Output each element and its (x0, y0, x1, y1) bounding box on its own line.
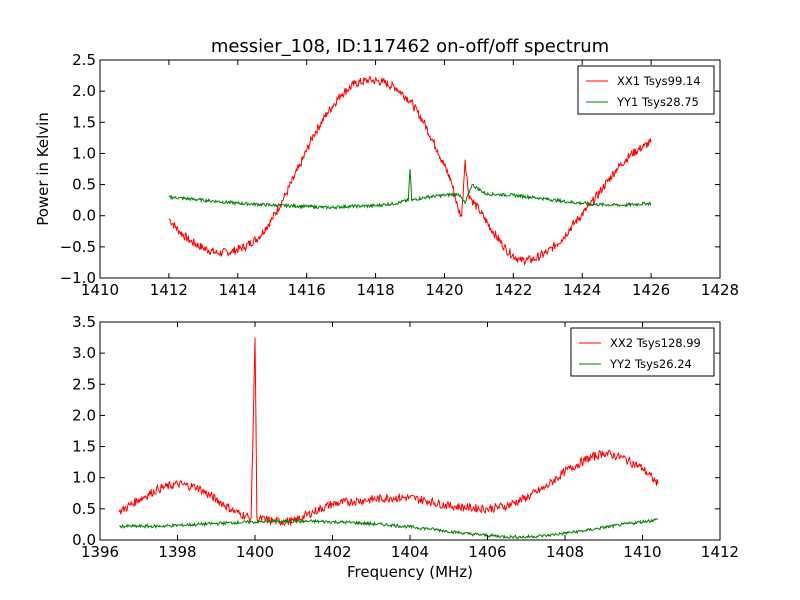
x-tick-label: 1402 (313, 543, 351, 561)
x-tick-label: 1398 (158, 543, 196, 561)
top-chart-marks (168, 75, 652, 266)
legend-box (570, 327, 715, 377)
y-tick-label: 3.5 (72, 313, 96, 331)
bottom-chart-frame (99, 321, 721, 541)
series-line-yy (168, 168, 652, 211)
x-tick-label: 1410 (81, 281, 119, 299)
bottom-chart-ticks: 1396 1398 1400 1402 1404 1406 1408 1410 1412 0.0 0… (72, 313, 739, 561)
x-tick-label: 1412 (701, 543, 739, 561)
x-tick-label: 1422 (494, 281, 532, 299)
y-tick-label: 1.5 (72, 438, 96, 456)
bottom-chart-legend: XX2 Tsys128.99 YY2 Tsys26.24 (570, 327, 715, 377)
legend-box (577, 65, 715, 115)
top-chart-title: messier_108, ID:117462 on-off/off spectr… (211, 36, 609, 57)
y-tick-label: 2.0 (72, 406, 96, 424)
x-tick-label: 1400 (236, 543, 274, 561)
y-tick-label: 1.0 (72, 469, 96, 487)
legend-label: XX2 Tsys128.99 (610, 336, 701, 350)
y-tick-label: 2.5 (72, 375, 96, 393)
legend-label: YY1 Tsys28.75 (616, 95, 699, 109)
x-tick-label: 1406 (468, 543, 506, 561)
y-tick-label: 3.0 (72, 344, 96, 362)
bottom-chart-marks (118, 337, 659, 540)
y-tick-label: 2.0 (72, 82, 96, 100)
top-chart-ticks: 1410 1412 1414 1416 1418 1420 1422 1424 1426 1428… (60, 51, 740, 299)
bottom-chart-x-axis-label: Frequency (MHz) (347, 563, 473, 581)
y-tick-label: 0.5 (72, 176, 96, 194)
x-tick-label: 1420 (425, 281, 463, 299)
series-line-xx (168, 75, 652, 266)
x-tick-label: 1424 (563, 281, 601, 299)
x-tick-label: 1408 (546, 543, 584, 561)
y-tick-label: 0.0 (72, 531, 96, 549)
top-chart: messier_108, ID:117462 on-off/off spectr… (34, 36, 739, 299)
x-tick-label: 1396 (81, 543, 119, 561)
y-tick-label: 0.0 (72, 207, 96, 225)
x-tick-label: 1412 (150, 281, 188, 299)
x-tick-label: 1416 (288, 281, 326, 299)
series-line-xx (118, 337, 659, 527)
bottom-chart: Frequency (MHz) 1396 1398 1400 1402 1404 1406… (72, 313, 739, 581)
y-tick-label: 0.5 (72, 500, 96, 518)
y-tick-label: 1.5 (72, 113, 96, 131)
x-tick-label: 1428 (701, 281, 739, 299)
x-tick-label: 1410 (623, 543, 661, 561)
y-tick-label: 2.5 (72, 51, 96, 69)
x-tick-label: 1414 (219, 281, 257, 299)
top-chart-legend: XX1 Tsys99.14 YY1 Tsys28.75 (577, 65, 715, 115)
legend-label: XX1 Tsys99.14 (617, 74, 701, 88)
y-tick-label: −0.5 (60, 238, 96, 256)
top-chart-y-axis-label: Power in Kelvin (34, 112, 52, 226)
y-tick-label: −1.0 (60, 269, 96, 287)
x-tick-label: 1404 (391, 543, 429, 561)
x-tick-label: 1418 (356, 281, 394, 299)
y-tick-label: 1.0 (72, 144, 96, 162)
series-line-yy (119, 518, 659, 540)
top-chart-frame (99, 59, 721, 279)
legend-label: YY2 Tsys26.24 (609, 357, 692, 371)
x-tick-label: 1426 (632, 281, 670, 299)
